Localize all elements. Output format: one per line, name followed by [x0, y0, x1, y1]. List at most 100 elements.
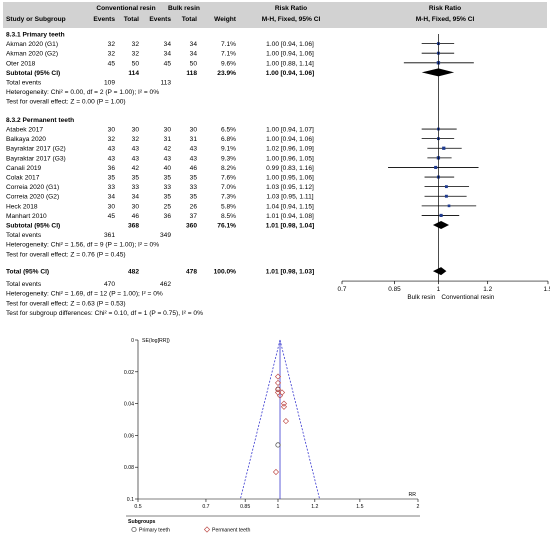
total-events-conventional: 361 — [104, 232, 115, 239]
permanent-teeth-point — [276, 392, 284, 399]
events-conventional: 30 — [108, 127, 116, 134]
total-conventional: 32 — [132, 51, 140, 58]
total-label: Total (95% CI) — [6, 269, 49, 276]
total-events-label: Total events — [6, 80, 42, 87]
events-conventional: 35 — [108, 175, 116, 182]
funnel-ci-right — [279, 339, 320, 500]
subtotal-risk-ratio: 1.01 [0.98, 1.04] — [266, 223, 314, 230]
total-events-bulk: 113 — [160, 80, 171, 87]
events-conventional: 43 — [108, 155, 116, 162]
total-conventional: 35 — [132, 175, 140, 182]
study-name: Manhart 2010 — [6, 213, 47, 220]
funnel-y-tick-label: 0.02 — [124, 370, 134, 376]
study-name: Bayraktar 2017 (G3) — [6, 155, 66, 162]
funnel-y-tick-label: 0.1 — [127, 497, 134, 503]
funnel-x-tick-label: 1 — [277, 504, 280, 510]
study-risk-ratio: 1.00 [0.94, 1.06] — [266, 41, 314, 48]
subtotal-total-conventional: 114 — [128, 70, 139, 77]
study-point — [442, 146, 446, 150]
rr-column-subtitle: M-H, Fixed, 95% CI — [262, 16, 321, 23]
study-weight: 9.1% — [221, 146, 236, 153]
legend-primary-marker — [131, 526, 137, 533]
study-weight: 7.0% — [221, 184, 236, 191]
events-bulk: 35 — [164, 194, 172, 201]
events-conventional: 45 — [108, 213, 116, 220]
study-risk-ratio: 1.00 [0.96, 1.05] — [266, 155, 314, 162]
forest-x-tick-label: 1.2 — [483, 286, 492, 293]
study-name: Bayraktar 2017 (G2) — [6, 146, 66, 153]
study-name: Balkaya 2020 — [6, 136, 46, 143]
events-conventional: 33 — [108, 184, 116, 191]
rr-column-title: Risk Ratio — [275, 5, 307, 12]
permanent-teeth-point — [274, 386, 282, 393]
funnel-y-tick-label: 0.06 — [124, 433, 134, 439]
total-events-bulk: 462 — [160, 281, 171, 288]
plot-subtitle: M-H, Fixed, 95% CI — [416, 16, 475, 23]
header-background — [3, 2, 547, 28]
total-bulk: 26 — [190, 203, 198, 210]
study-point — [447, 204, 451, 208]
study-weight: 9.6% — [221, 60, 236, 67]
total-events-conventional: 470 — [104, 281, 115, 288]
permanent-teeth-point — [280, 403, 288, 410]
subtotal-diamond — [432, 221, 450, 230]
study-name: Correia 2020 (G2) — [6, 194, 59, 201]
subtotal-weight: 76.1% — [217, 223, 236, 230]
total-conventional: 32 — [132, 41, 140, 48]
events-bulk: 36 — [164, 213, 172, 220]
overall-effect-text: Test for overall effect: Z = 0.63 (P = 0… — [6, 300, 126, 307]
study-point — [444, 185, 448, 189]
events-bulk: 30 — [164, 127, 172, 134]
favours-left-label: Bulk resin — [407, 294, 436, 301]
study-risk-ratio: 1.00 [0.94, 1.07] — [266, 127, 314, 134]
events-conventional: 32 — [108, 41, 116, 48]
study-risk-ratio: 1.03 [0.95, 1.11] — [266, 194, 313, 201]
overall-total-bulk: 478 — [186, 269, 197, 276]
permanent-teeth-point — [282, 417, 290, 425]
subtotal-risk-ratio: 1.00 [0.94, 1.06] — [266, 70, 314, 77]
subtotal-label: Subtotal (95% CI) — [6, 223, 60, 230]
study-weight: 7.6% — [221, 175, 236, 182]
total-bulk: 35 — [190, 194, 198, 201]
subtotal-diamond — [421, 68, 455, 77]
events-bulk: 45 — [164, 60, 172, 67]
events-conventional: 36 — [108, 165, 116, 172]
study-risk-ratio: 1.02 [0.96, 1.09] — [266, 146, 314, 153]
forest-plot: Conventional resin Bulk resin Risk Ratio Ri… — [3, 2, 550, 317]
forest-x-tick-label: 1 — [437, 286, 441, 293]
study-weight: 9.3% — [221, 155, 236, 162]
overall-effect-text: Test for overall effect: Z = 0.00 (P = 1… — [6, 99, 126, 106]
legend-title: Subgroups — [128, 519, 155, 525]
subtotal-total-bulk: 118 — [186, 70, 197, 77]
total-bulk: 50 — [190, 60, 198, 67]
total-conventional: 42 — [132, 165, 140, 172]
total-bulk: 34 — [190, 41, 198, 48]
events-conventional: 30 — [108, 203, 116, 210]
study-point — [444, 194, 448, 198]
study-weight: 5.8% — [221, 203, 236, 210]
total-conventional: 46 — [132, 213, 140, 220]
total-bulk: 46 — [190, 165, 198, 172]
study-weight: 7.1% — [221, 51, 236, 58]
total-bulk: 34 — [190, 51, 198, 58]
overall-weight: 100.0% — [214, 269, 237, 276]
study-risk-ratio: 0.99 [0.83, 1.16] — [266, 165, 314, 172]
weight-header: Weight — [214, 16, 237, 23]
legend-permanent-marker — [203, 526, 211, 533]
total-bulk: 37 — [190, 213, 198, 220]
events-bulk: 40 — [164, 165, 172, 172]
study-risk-ratio: 1.00 [0.94, 1.06] — [266, 51, 314, 58]
study-point — [439, 213, 443, 218]
total-events-label: Total events — [6, 281, 42, 288]
events1-header: Events — [93, 16, 115, 23]
events-bulk: 34 — [164, 51, 172, 58]
study-weight: 8.5% — [221, 213, 236, 220]
subtotal-weight: 23.9% — [217, 70, 236, 77]
funnel-x-tick-label: 2 — [417, 504, 420, 510]
study-risk-ratio: 1.00 [0.95, 1.06] — [266, 175, 314, 182]
subtotal-total-bulk: 360 — [186, 223, 197, 230]
permanent-teeth-point — [274, 373, 282, 380]
study-risk-ratio: 1.04 [0.94, 1.15] — [266, 203, 314, 210]
funnel-x-tick-label: 0.7 — [202, 504, 209, 510]
study-risk-ratio: 1.00 [0.88, 1.14] — [266, 60, 314, 67]
